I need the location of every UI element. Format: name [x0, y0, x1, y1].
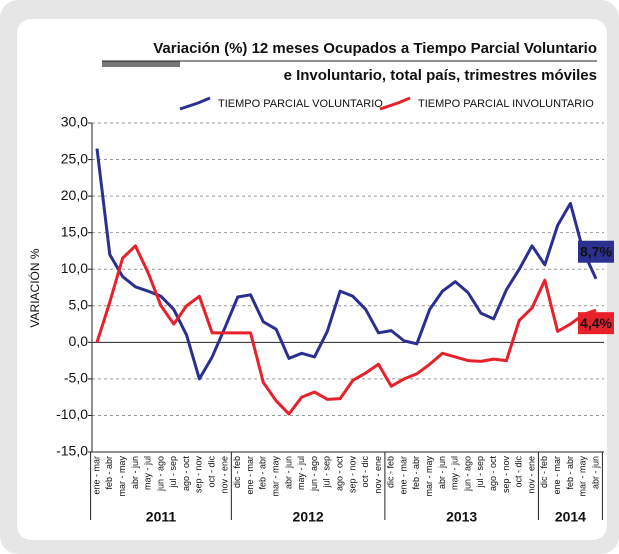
x-tick-label: may - jul [143, 456, 153, 490]
y-tick-label: 15,0 [61, 223, 88, 239]
chart-title: Variación (%) 12 meses Ocupados a Tiempo… [153, 40, 597, 57]
chart-title: e Involuntario, total país, trimestres m… [284, 67, 597, 84]
x-tick-label: sep - nov [194, 456, 204, 494]
x-tick-label: abr - jun [283, 456, 293, 489]
x-tick-label: jun - ago [462, 456, 472, 492]
legend-swatch [379, 96, 411, 111]
y-tick-label: -15,0 [56, 443, 88, 459]
x-tick-label: jun - ago [309, 456, 319, 492]
y-tick-label: 30,0 [61, 114, 88, 130]
year-label: 2011 [146, 509, 177, 525]
legend-label: TIEMPO PARCIAL VOLUNTARIO [218, 98, 383, 110]
end-label: 8,7% [580, 243, 612, 259]
x-tick-label: ene - mar [91, 456, 101, 495]
year-label: 2014 [555, 509, 586, 525]
x-tick-label: mar - may [578, 456, 588, 497]
x-tick-label: jul - sep [168, 456, 178, 489]
y-tick-label: 25,0 [61, 150, 88, 166]
x-tick-label: mar - may [271, 456, 281, 497]
end-label: 4,4% [580, 315, 612, 331]
end-label-box [578, 312, 614, 335]
x-tick-label: jul - sep [322, 456, 332, 489]
x-tick-label: dic - feb [539, 456, 549, 488]
x-tick-label: ene - mar [398, 456, 408, 495]
year-label: 2013 [446, 509, 477, 525]
x-tick-label: nov - ene [373, 456, 383, 494]
series-line [95, 244, 597, 416]
x-tick-label: dic - feb [232, 456, 242, 488]
legend-swatch [179, 96, 211, 111]
y-tick-label: 0,0 [69, 333, 89, 349]
x-tick-label: abr - jun [437, 456, 447, 489]
y-tick-label: 20,0 [61, 187, 88, 203]
x-tick-label: feb - abr [104, 456, 114, 490]
title-accent [102, 61, 180, 67]
x-tick-label: oct - dic [360, 456, 370, 488]
x-tick-label: feb - abr [258, 456, 268, 490]
x-tick-label: sep - nov [347, 456, 357, 494]
x-tick-label: feb - abr [565, 456, 575, 490]
x-tick-label: may - jul [296, 456, 306, 490]
legend-label: TIEMPO PARCIAL INVOLUNTARIO [418, 98, 594, 110]
y-tick-label: 5,0 [69, 296, 89, 312]
x-tick-label: jun - ago [155, 456, 165, 492]
x-tick-label: nov - ene [526, 456, 536, 494]
x-tick-label: feb - abr [411, 456, 421, 490]
x-tick-label: sep - nov [501, 456, 511, 494]
x-tick-label: mar - may [117, 456, 127, 497]
y-tick-label: -10,0 [56, 406, 88, 422]
y-axis-label: VARIACIÓN % [27, 248, 42, 327]
y-tick-label: 10,0 [61, 260, 88, 276]
x-tick-label: ago - oct [181, 456, 191, 492]
x-tick-label: ago - oct [334, 456, 344, 492]
inner-panel [17, 19, 607, 540]
x-tick-label: nov - ene [219, 456, 229, 494]
x-tick-label: ene - mar [552, 456, 562, 495]
x-tick-label: ago - oct [488, 456, 498, 492]
end-label-box [578, 240, 614, 263]
x-tick-label: dic - feb [386, 456, 396, 488]
x-tick-label: oct - dic [207, 456, 217, 488]
x-tick-label: oct - dic [514, 456, 524, 488]
x-tick-label: abr - jun [590, 456, 600, 489]
x-tick-label: may - jul [450, 456, 460, 490]
x-tick-label: mar - may [424, 456, 434, 497]
y-tick-label: -5,0 [64, 370, 88, 386]
x-tick-label: abr - jun [130, 456, 140, 489]
series-line [95, 148, 598, 381]
x-tick-label: jul - sep [475, 456, 485, 489]
year-label: 2012 [293, 509, 324, 525]
x-tick-label: ene - mar [245, 456, 255, 495]
